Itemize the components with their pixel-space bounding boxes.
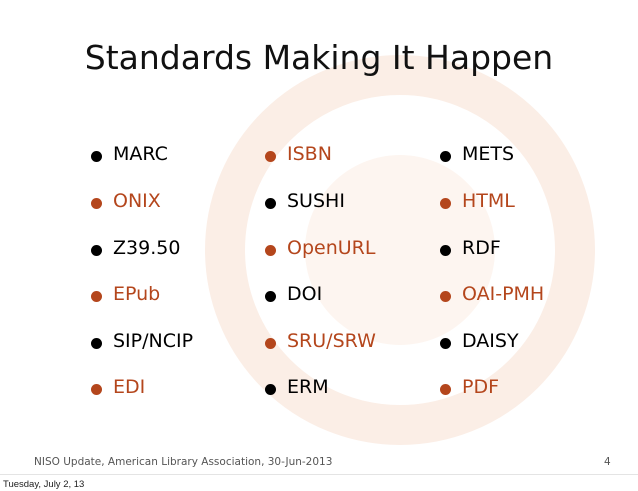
bullet — [265, 151, 276, 162]
bullet-item: EDI — [113, 376, 146, 398]
bullet — [91, 338, 102, 349]
slide-title: Standards Making It Happen — [84, 38, 554, 77]
bullet-item: RDF — [462, 237, 501, 259]
bullet — [91, 198, 102, 209]
bullet — [265, 198, 276, 209]
bullet-item: OpenURL — [287, 237, 376, 259]
bullet — [265, 245, 276, 256]
page-number: 4 — [604, 456, 611, 468]
bullet — [440, 198, 451, 209]
bullet — [440, 338, 451, 349]
bullet — [440, 384, 451, 395]
bullet-item: MARC — [113, 143, 168, 165]
bullet-item: SUSHI — [287, 190, 345, 212]
bullet — [91, 384, 102, 395]
bullet — [91, 245, 102, 256]
bullet-item: Z39.50 — [113, 237, 181, 259]
slide: Standards Making It Happen MARC ONIX Z39.5… — [0, 38, 638, 475]
date-stamp: Tuesday, July 2, 13 — [3, 479, 85, 490]
bullet-item: SIP/NCIP — [113, 330, 194, 352]
bullet — [265, 338, 276, 349]
footer: NISO Update, American Library Associatio… — [34, 456, 333, 468]
bullet-item: ERM — [287, 376, 329, 398]
bullet-item: DOI — [287, 283, 323, 305]
bullet-item: HTML — [462, 190, 515, 212]
bullet — [265, 291, 276, 302]
bullet-item: PDF — [462, 376, 500, 398]
bullet — [440, 151, 451, 162]
bullet-item: METS — [462, 143, 515, 165]
bullet-item: DAISY — [462, 330, 519, 352]
bullet — [440, 245, 451, 256]
bullet — [91, 291, 102, 302]
bullet-item: OAI-PMH — [462, 283, 545, 305]
bullet — [440, 291, 451, 302]
bullet — [265, 384, 276, 395]
bullet-item: ONIX — [113, 190, 161, 212]
bullet-item: EPub — [113, 283, 161, 305]
bullet-item: ISBN — [287, 143, 332, 165]
bullet — [91, 151, 102, 162]
bullet-item: SRU/SRW — [287, 330, 376, 352]
